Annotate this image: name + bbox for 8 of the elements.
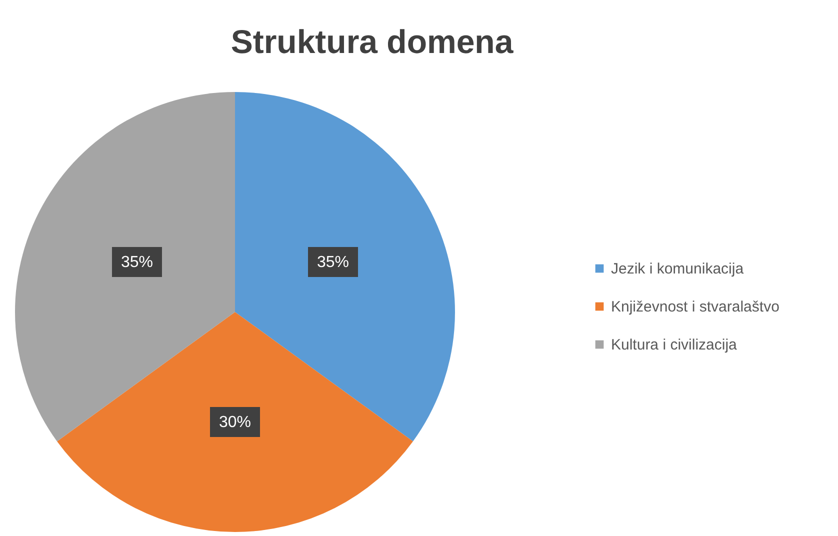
pie-slice <box>57 312 413 532</box>
legend-label: Jezik i komunikacija <box>611 260 744 278</box>
data-label: 30% <box>218 414 252 431</box>
data-label: 35% <box>120 254 154 272</box>
chart-title: Struktura domena <box>230 23 514 60</box>
data-label: 35% <box>316 254 350 272</box>
legend-label: Književnost i stvaralaštvo <box>611 298 780 316</box>
legend-label: Kultura i civilizacija <box>611 336 738 354</box>
